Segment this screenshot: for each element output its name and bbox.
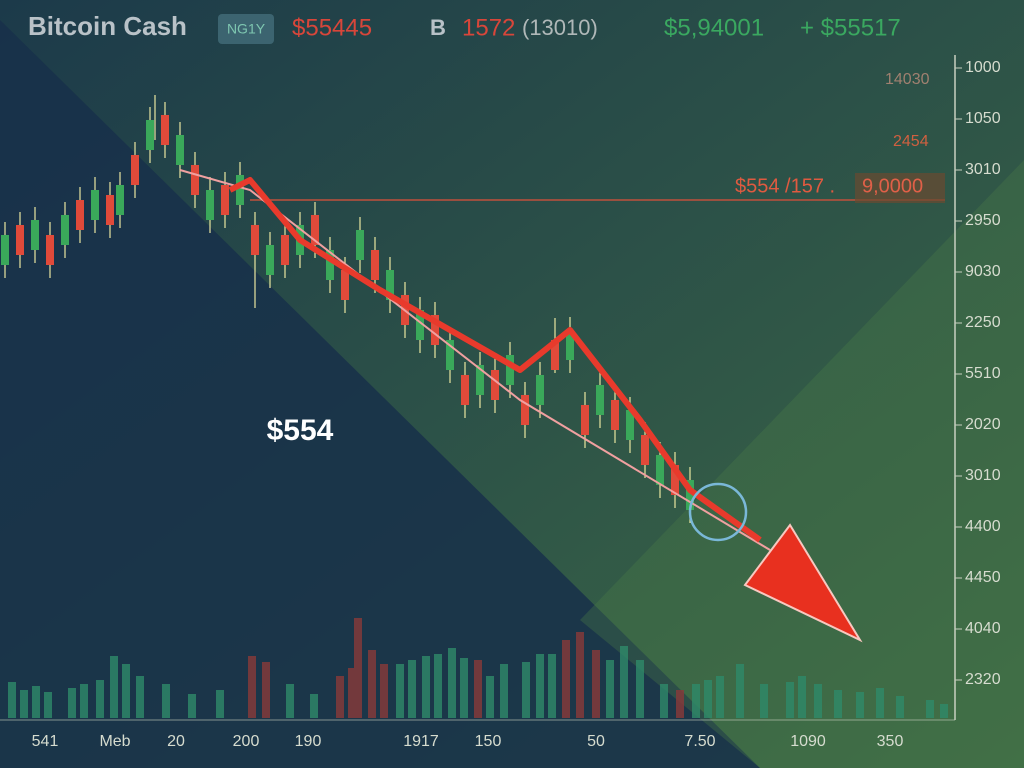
light-region — [580, 160, 1024, 768]
price-box — [855, 173, 945, 203]
change-value: + $55517 — [800, 14, 901, 41]
overlay-label: 14030 — [885, 71, 930, 88]
x-axis-label: 150 — [475, 733, 502, 750]
volume: 1572 — [462, 14, 515, 41]
candles-red — [16, 115, 679, 495]
x-axis-label: 350 — [877, 733, 904, 750]
x-axis-label: Meb — [99, 733, 130, 750]
overlay-label: 2454 — [893, 133, 929, 150]
x-axis-label: 50 — [587, 733, 605, 750]
y-axis-label: 4040 — [965, 620, 1001, 637]
y-axis-label: 2320 — [965, 671, 1001, 688]
y-axis-label: 2950 — [965, 212, 1001, 229]
y-axis-label: 1050 — [965, 110, 1001, 127]
price-line-value: 9,0000 — [862, 175, 923, 197]
x-axis-label: 1090 — [790, 733, 826, 750]
y-axis-label: 3010 — [965, 467, 1001, 484]
x-axis-label: 200 — [233, 733, 260, 750]
trend-arrowhead — [743, 523, 863, 643]
highlight-circle — [688, 482, 748, 542]
y-axis-label: 4450 — [965, 569, 1001, 586]
y-axis-label: 2020 — [965, 416, 1001, 433]
x-axis-label: 20 — [167, 733, 185, 750]
badge: NG1Y — [227, 21, 266, 37]
y-axis-label: 5510 — [965, 365, 1001, 382]
y-axis-label: 1000 — [965, 59, 1001, 76]
y-axis-label: 9030 — [965, 263, 1001, 280]
asset-title: Bitcoin Cash — [28, 11, 187, 41]
trend-arrow-line — [228, 177, 762, 543]
x-axis-label: 190 — [295, 733, 322, 750]
y-axis-label: 2250 — [965, 314, 1001, 331]
volume-icon: B — [430, 15, 446, 40]
badge-box — [218, 14, 274, 44]
high-value: $5,94001 — [664, 14, 764, 41]
volume-note: (13010) — [522, 15, 598, 40]
x-axis-label: 541 — [32, 733, 59, 750]
volume-bars-red — [248, 618, 684, 718]
annotation: $554 — [267, 414, 334, 447]
price: $55445 — [292, 14, 372, 41]
volume-bars-green — [8, 646, 948, 718]
y-axis-label: 3010 — [965, 161, 1001, 178]
price-line-label: $554 /157 . — [735, 175, 835, 197]
x-axis-label: 1917 — [403, 733, 439, 750]
y-axis-label: 4400 — [965, 518, 1001, 535]
x-axis-label: 7.50 — [684, 733, 715, 750]
shadow-region — [0, 20, 760, 768]
